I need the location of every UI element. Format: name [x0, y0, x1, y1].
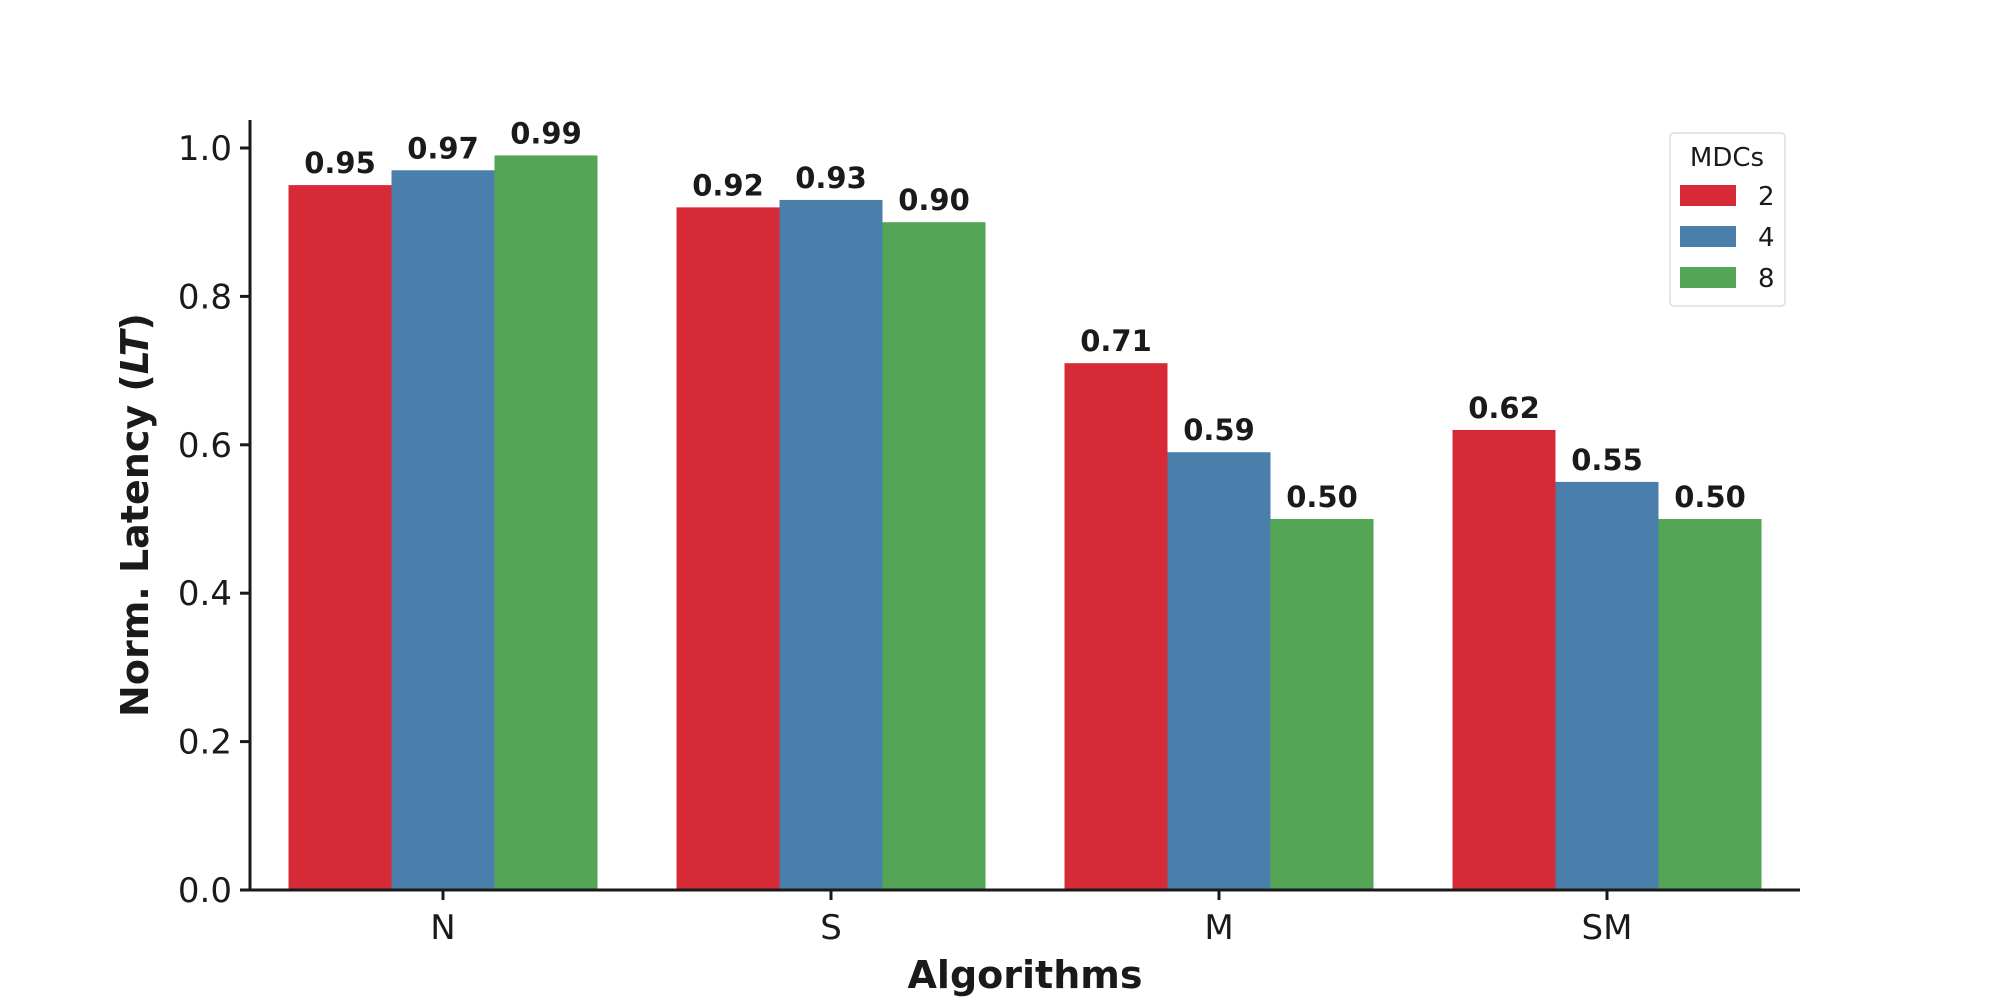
bar-s-mdc2 [676, 207, 780, 891]
legend-label-2: 2 [1758, 182, 1775, 212]
data-label-m-mdc2: 0.71 [1080, 324, 1152, 358]
data-label-sm-mdc4: 0.55 [1571, 443, 1643, 477]
bars-layer [288, 155, 1762, 891]
bar-m-mdc8 [1270, 519, 1374, 890]
x-tick-label-n: N [430, 908, 455, 948]
bar-sm-mdc8 [1658, 519, 1762, 890]
bar-sm-mdc2 [1452, 429, 1556, 890]
bar-sm-mdc4 [1555, 481, 1659, 890]
y-tick-label-0-6: 0.6 [178, 426, 232, 466]
data-label-s-mdc4: 0.93 [795, 161, 867, 195]
legend-swatch-2 [1680, 185, 1736, 206]
y-axis-title-main: Norm. Latency ( [113, 374, 157, 717]
x-tick-label-s: S [820, 908, 842, 948]
data-label-n-mdc4: 0.97 [407, 131, 479, 165]
bar-n-mdc8 [494, 155, 598, 891]
bar-s-mdc4 [779, 199, 883, 890]
axes-layer [248, 120, 1800, 892]
x-tick-label-sm: SM [1582, 908, 1633, 948]
data-label-m-mdc8: 0.50 [1286, 480, 1358, 514]
y-axis-title-close: ) [113, 313, 157, 330]
x-axis-title: Algorithms [908, 953, 1143, 997]
data-label-sm-mdc8: 0.50 [1674, 480, 1746, 514]
y-ticks-layer: 0.0 0.2 0.4 0.6 0.8 1.0 [178, 129, 250, 911]
bar-s-mdc8 [882, 222, 986, 890]
data-labels-layer: 0.95 0.97 0.99 0.92 0.93 0.90 0.71 0.59 0.50 0.62… [304, 116, 1746, 514]
legend-label-8: 8 [1758, 264, 1775, 294]
x-tick-label-m: M [1204, 908, 1233, 948]
y-axis-title: Norm. Latency (LT) [113, 313, 157, 717]
y-tick-label-0-0: 0.0 [178, 871, 232, 911]
y-axis-title-italic: LT [113, 327, 157, 374]
legend-title: MDCs [1690, 143, 1764, 173]
data-label-s-mdc2: 0.92 [692, 168, 764, 202]
data-label-m-mdc4: 0.59 [1183, 413, 1255, 447]
data-label-sm-mdc2: 0.62 [1468, 391, 1540, 425]
y-tick-label-0-2: 0.2 [178, 723, 232, 763]
y-tick-label-0-4: 0.4 [178, 574, 232, 614]
legend-items: 2 4 8 [1680, 182, 1775, 294]
data-label-s-mdc8: 0.90 [898, 183, 970, 217]
x-ticks-layer: N S M SM [430, 890, 1632, 948]
y-tick-label-0-8: 0.8 [178, 277, 232, 317]
legend-swatch-8 [1680, 267, 1736, 288]
legend-frame [1669, 132, 1786, 307]
bar-n-mdc2 [288, 185, 392, 891]
data-label-n-mdc2: 0.95 [304, 146, 376, 180]
legend-swatch-4 [1680, 226, 1736, 247]
legend: MDCs 2 4 8 [1669, 132, 1786, 307]
y-tick-label-1-0: 1.0 [178, 129, 232, 169]
bar-n-mdc4 [391, 170, 495, 890]
data-label-n-mdc8: 0.99 [510, 116, 582, 150]
bar-m-mdc2 [1064, 363, 1168, 890]
bar-m-mdc4 [1167, 452, 1271, 890]
legend-label-4: 4 [1758, 223, 1775, 253]
